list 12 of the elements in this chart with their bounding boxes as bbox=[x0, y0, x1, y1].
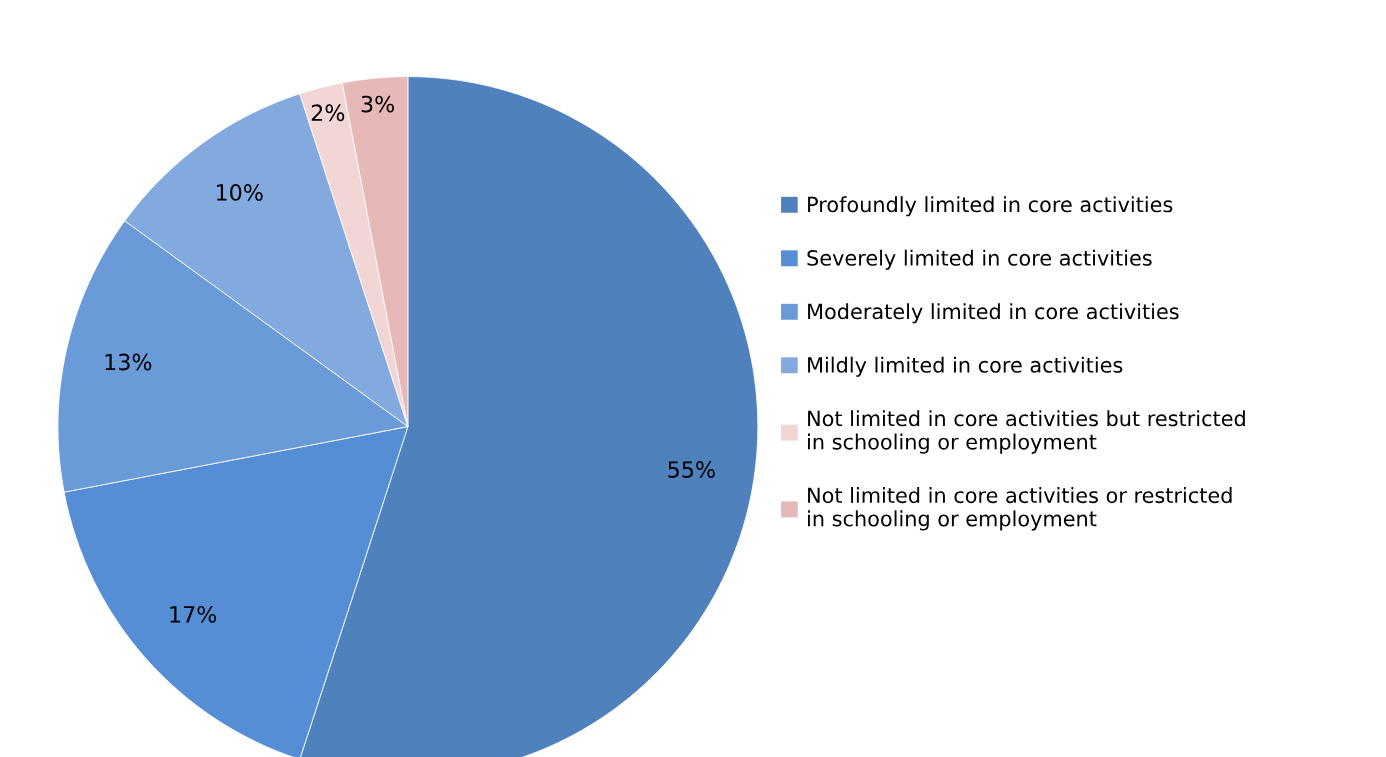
legend-label: Profoundly limited in core activities bbox=[808, 196, 1173, 217]
legend-label: Mildly limited in core activities bbox=[808, 356, 1123, 377]
data-label: 3% bbox=[361, 95, 394, 113]
data-label: 10% bbox=[216, 184, 263, 201]
data-label: 2% bbox=[311, 104, 345, 122]
data-label: 17% bbox=[170, 605, 217, 623]
data-label: 13% bbox=[105, 353, 152, 371]
legend-label: Not limited in core activities or restricted in schooling or employment bbox=[808, 487, 1232, 531]
legend-label: Not limited in core activities but restricted in schooling or employment bbox=[808, 410, 1245, 454]
data-label: 55% bbox=[668, 461, 715, 478]
legend-label: Moderately limited in core activities bbox=[808, 303, 1179, 324]
legend-label: Severely limited in core activities bbox=[807, 249, 1152, 270]
